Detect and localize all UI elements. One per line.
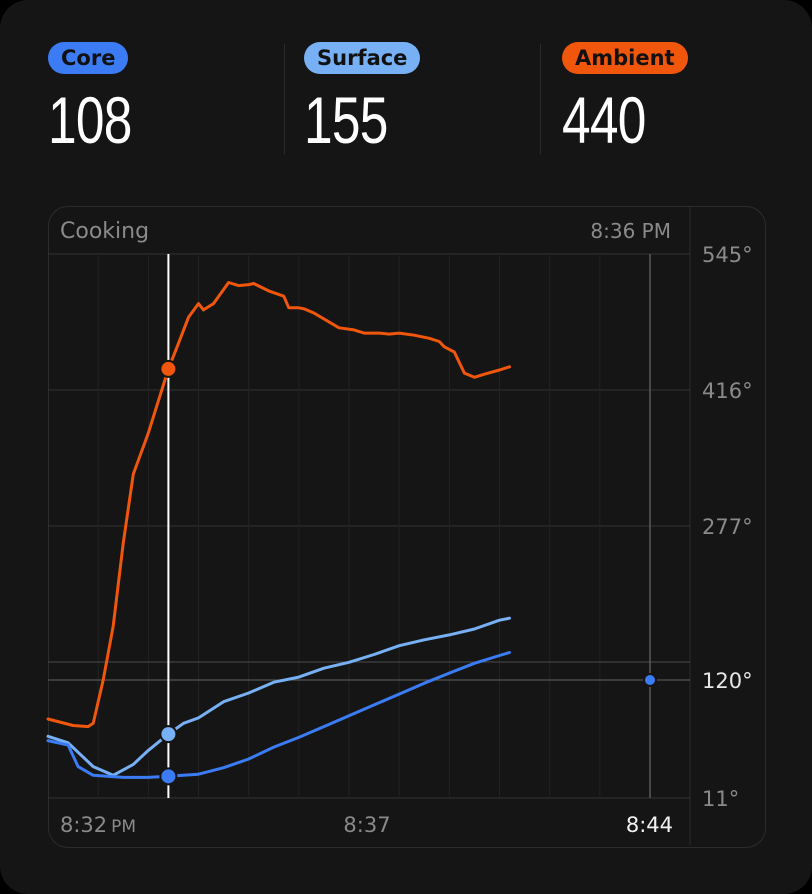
core-badge: Core [48,42,129,74]
overlay [159,254,657,798]
y-tick-label: 416° [702,379,753,403]
chart-panel [48,206,766,848]
ambient-value: 440 [562,83,646,157]
current-time: 8:36 PM [590,219,671,243]
series-line-ambient [46,281,511,729]
grid [48,254,690,799]
surface-badge: Surface [304,42,421,74]
cursor-point-surface [159,725,178,744]
stat-surface[interactable]: Surface 155 [304,42,421,158]
x-tick-label: 8:37 [343,813,390,837]
series-line-core [46,651,511,779]
x-tick-label: 8:32 PM [60,813,136,837]
x-tick-label: 8:44 [626,813,673,837]
y-tick-label: 11° [702,787,739,811]
x-axis: 8:32 PM 8:37 8:44 [60,813,673,837]
y-axis: 545° 416° 277° 120° 11° [702,243,753,811]
cursor-point-core [159,767,178,786]
core-value: 108 [48,83,132,157]
stat-divider [284,44,285,154]
ambient-badge: Ambient [562,42,688,74]
y-tick-label: 277° [702,515,753,539]
y-tick-label: 545° [702,243,753,267]
cook-status: Cooking [60,219,149,244]
stat-core[interactable]: Core 108 [48,42,155,158]
stat-ambient[interactable]: Ambient 440 [562,42,688,158]
cursor-point-ambient [159,359,178,378]
series-line-surface [46,616,511,777]
x-tick-suffix: PM [111,817,136,837]
y-tick-label: 120° [702,669,753,693]
surface-value: 155 [304,83,388,157]
series-group [46,281,511,779]
target-marker [643,673,657,687]
stat-divider [540,44,541,154]
